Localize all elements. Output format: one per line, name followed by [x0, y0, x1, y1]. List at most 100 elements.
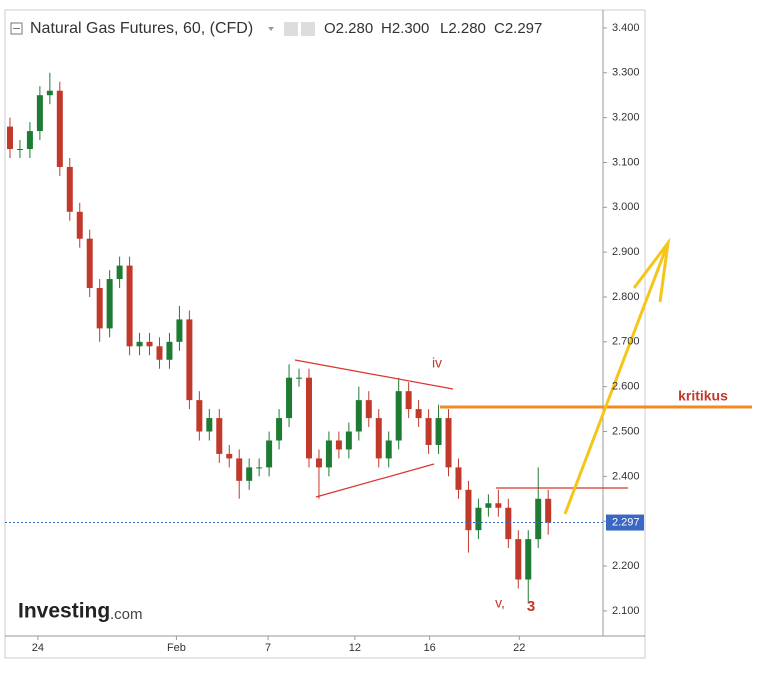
candle-body: [126, 265, 133, 347]
candle-body: [266, 440, 273, 468]
candle-body: [515, 539, 522, 580]
y-tick-label: 3.400: [612, 22, 640, 34]
settings-icon[interactable]: [301, 22, 315, 36]
x-tick-label: 7: [265, 642, 271, 654]
candle-body: [325, 440, 332, 468]
wave-label: v,: [495, 595, 505, 611]
arrow-head: [632, 237, 671, 303]
candle-body: [375, 418, 382, 459]
y-tick-label: 2.400: [612, 470, 640, 482]
chart-title: Natural Gas Futures, 60, (CFD): [30, 20, 253, 37]
candle-body: [226, 453, 233, 459]
candle-body: [495, 503, 502, 508]
candle-body: [76, 211, 83, 239]
candle-body: [56, 90, 63, 167]
logo-text: Investing: [18, 600, 110, 623]
candle-body: [296, 377, 303, 379]
eye-icon[interactable]: [284, 22, 298, 36]
last-price-label: 2.297: [612, 516, 640, 528]
y-tick-label: 3.300: [612, 67, 640, 79]
candle-body: [116, 265, 123, 280]
candle-body: [196, 400, 203, 432]
candle-body: [96, 288, 103, 329]
y-tick-label: 2.700: [612, 336, 640, 348]
candle-body: [106, 279, 113, 329]
y-tick-label: 3.100: [612, 156, 640, 168]
candle-body: [445, 418, 452, 468]
triangle-lower-line: [315, 463, 435, 498]
header: Natural Gas Futures, 60, (CFD) O2.280 H2…: [10, 20, 542, 37]
candle-body: [485, 503, 492, 508]
candle-body: [385, 440, 392, 459]
y-tick-label: 3.000: [612, 201, 640, 213]
candle-body: [146, 341, 153, 347]
candle-body: [206, 418, 213, 432]
ohlc-open: O2.280: [324, 20, 373, 37]
candle-body: [136, 341, 143, 347]
candle-body: [86, 238, 93, 289]
candle-body: [276, 418, 283, 441]
chart-frame: [4, 9, 646, 659]
candle-body: [415, 409, 422, 419]
candle-body: [176, 319, 183, 342]
logo: Investing .com: [18, 600, 143, 623]
x-tick-label: 24: [32, 642, 44, 654]
candle-body: [46, 90, 53, 96]
candle-body: [256, 467, 263, 469]
candle-body: [355, 400, 362, 432]
x-tick-label: 16: [423, 642, 435, 654]
candle-body: [475, 507, 482, 531]
y-tick-label: 3.200: [612, 112, 640, 124]
marks: [6, 72, 552, 602]
candle-body: [156, 346, 163, 360]
candle-body: [425, 418, 432, 445]
candle-body: [455, 467, 462, 490]
last-price-box: [606, 514, 644, 531]
y-tick-label: 2.100: [612, 605, 640, 617]
candle-body: [166, 341, 173, 360]
candle-body: [16, 149, 23, 151]
x-tick-label: 12: [349, 642, 361, 654]
ohlc-close: C2.297: [494, 20, 542, 37]
ohlc-high: H2.300: [381, 20, 429, 37]
y-tick-label: 2.900: [612, 246, 640, 258]
candle-body: [465, 489, 472, 531]
candle-body: [345, 431, 352, 450]
candle-body: [6, 126, 13, 150]
candle-body: [505, 507, 512, 540]
candle-body: [216, 418, 223, 454]
candle-body: [286, 377, 293, 419]
candle-body: [435, 418, 442, 445]
wave-label: iv: [432, 355, 442, 371]
candle-body: [535, 498, 542, 540]
x-tick-label: Feb: [167, 642, 186, 654]
candle-body: [315, 458, 322, 468]
candle-body: [246, 467, 253, 481]
candle-body: [186, 319, 193, 401]
dropdown-caret[interactable]: [268, 27, 274, 31]
candle-body: [525, 539, 532, 580]
y-tick-label: 2.500: [612, 425, 640, 437]
candle-body: [236, 458, 243, 481]
candle-body: [66, 166, 73, 212]
candle-body: [395, 391, 402, 441]
candle-body: [26, 131, 33, 150]
candle-body: [305, 377, 312, 459]
ohlc-low: L2.280: [440, 20, 486, 37]
logo-suffix: .com: [110, 606, 143, 623]
triangle-upper-line: [294, 359, 454, 390]
critical-label: kritikus: [678, 388, 728, 404]
drawings: iv v, 3 kritikus: [294, 237, 752, 615]
candle-body: [36, 95, 43, 132]
y-tick-label: 2.800: [612, 291, 640, 303]
candle-body: [545, 498, 552, 523]
wave-label: 3: [527, 598, 535, 615]
y-tick-label: 2.200: [612, 560, 640, 572]
y-tick-label: 2.600: [612, 381, 640, 393]
arrow-shaft: [563, 242, 670, 515]
candle-body: [335, 440, 342, 450]
candle-body: [365, 400, 372, 419]
x-tick-label: 22: [513, 642, 525, 654]
collapse-icon[interactable]: [10, 22, 23, 35]
